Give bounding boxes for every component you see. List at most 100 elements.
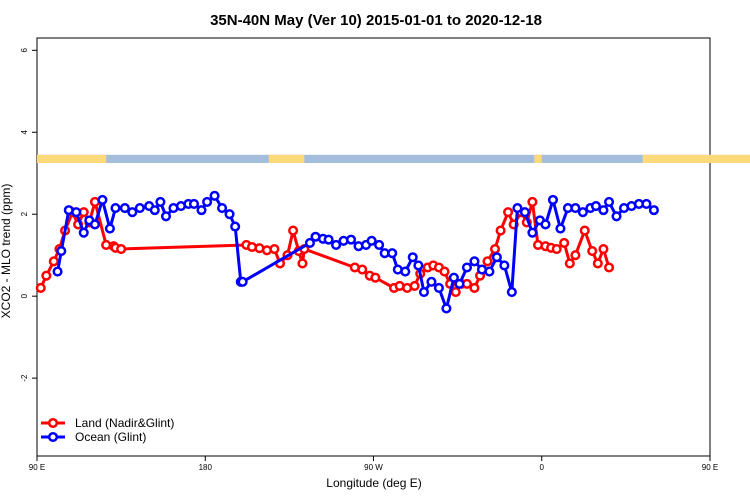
y-tick-label-1: 0 [20,293,29,298]
series-1-point-28 [237,276,248,287]
x-axis-label: Longitude (deg E) [326,476,421,490]
series-1-point-71 [598,205,609,216]
series-0-point-21 [288,225,299,236]
series-0-point-1 [41,270,52,281]
series-1-point-60 [519,207,530,218]
series-1-point-55 [484,266,495,277]
series-1-point-65 [555,223,566,234]
series-1-point-23 [209,190,220,201]
series-1-point-26 [230,221,241,232]
series-0-point-26 [357,264,368,275]
series-1 [52,190,659,314]
series-1-point-77 [641,198,652,210]
y-tick-label-4: 6 [20,48,29,53]
series-1-point-7 [97,194,108,205]
series-0-point-62 [598,243,609,255]
series-0-point-56 [559,237,570,248]
series-0-point-45 [489,243,501,255]
series-1-point-10 [119,203,130,214]
legend-label-1: Ocean (Glint) [75,430,146,444]
legend-label-0: Land (Nadir&Glint) [75,416,174,430]
series-1-point-52 [461,262,473,273]
series-1-point-58 [506,287,517,298]
series-1-point-39 [374,239,385,251]
series-1-point-47 [426,276,437,287]
series-0-point-61 [592,258,603,269]
series-1-point-41 [387,248,398,259]
x-tick-label-3: 0 [540,463,545,472]
series-1-point-29 [304,237,315,248]
series-1-point-51 [454,278,465,289]
series-0-point-58 [570,250,581,261]
series-1-point-48 [433,282,444,294]
series-1-point-67 [570,203,581,214]
series-1-point-21 [196,205,207,216]
series-1-point-50 [448,272,459,283]
series-1-point-78 [648,205,659,216]
series-1-point-68 [577,207,588,218]
chart-title: 35N-40N May (Ver 10) 2015-01-01 to 2020-… [210,12,542,29]
series-0-point-32 [409,280,420,291]
series-1-point-35 [346,234,357,245]
series-0-point-55 [551,243,562,255]
legend-swatch-marker-0 [47,417,59,429]
series-1-point-9 [110,203,121,214]
series-1-point-1 [56,246,67,257]
land-strip-segment-2 [534,154,542,163]
series-line-1 [56,194,655,310]
series-1-point-11 [127,207,138,218]
series-1-point-38 [366,235,377,246]
series-0-point-0 [35,282,46,294]
series-1-point-8 [104,223,115,234]
series-1-point-64 [547,194,559,205]
data-series [35,190,659,314]
series-0-point-51 [527,196,538,207]
series-0-point-47 [503,207,514,218]
series-1-point-45 [413,260,424,271]
x-tick-label-1: 180 [199,463,213,472]
series-1-point-43 [400,266,411,277]
series-0-point-18 [269,243,280,255]
series-1-point-25 [224,209,235,220]
series-1-point-72 [604,196,615,207]
y-tick-label-3: 4 [20,129,29,134]
series-0-point-59 [579,225,590,236]
series-1-point-4 [78,227,89,238]
series-1-point-53 [469,256,480,267]
series-1-point-0 [52,266,63,277]
legend: Land (Nadir&Glint)Ocean (Glint) [41,416,174,444]
series-1-point-16 [160,211,172,222]
series-1-point-33 [331,239,342,251]
series-1-point-6 [89,219,101,230]
series-1-point-59 [512,203,523,214]
legend-item-1: Ocean (Glint) [41,430,146,444]
series-0-point-37 [439,266,450,277]
series-1-point-46 [418,287,430,298]
series-0-point-46 [495,225,506,236]
land-strip-segment-3 [642,154,750,163]
land-ocean-strip [37,154,750,163]
series-0-point-28 [370,272,381,283]
series-1-point-32 [323,234,334,245]
legend-swatch-marker-1 [47,431,59,443]
y-tick-label-2: 2 [20,211,29,216]
x-tick-label-2: 90 W [364,463,383,472]
series-1-point-44 [407,252,418,263]
series-0-point-44 [482,256,493,267]
series-1-point-73 [611,211,622,222]
series-0-point-60 [587,246,598,257]
land-strip-segment-0 [37,154,107,163]
series-0-point-23 [297,258,308,269]
series-1-point-15 [155,196,166,207]
x-tick-label-0: 90 E [29,463,45,472]
y-axis-label: XCO2 - MLO trend (ppm) [0,184,13,319]
series-1-point-49 [441,303,452,314]
series-1-point-63 [540,219,551,230]
series-1-point-61 [527,227,538,238]
series-1-point-70 [590,200,602,212]
series-1-point-56 [491,252,502,263]
series-1-point-14 [149,205,160,216]
land-strip-segment-1 [268,154,305,163]
